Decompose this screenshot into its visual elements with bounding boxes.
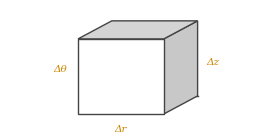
Text: Δz: Δz (207, 58, 220, 67)
Text: Δr: Δr (115, 125, 127, 134)
Text: Δθ: Δθ (53, 65, 67, 74)
Polygon shape (78, 39, 164, 114)
Polygon shape (78, 21, 198, 39)
Polygon shape (164, 21, 198, 114)
